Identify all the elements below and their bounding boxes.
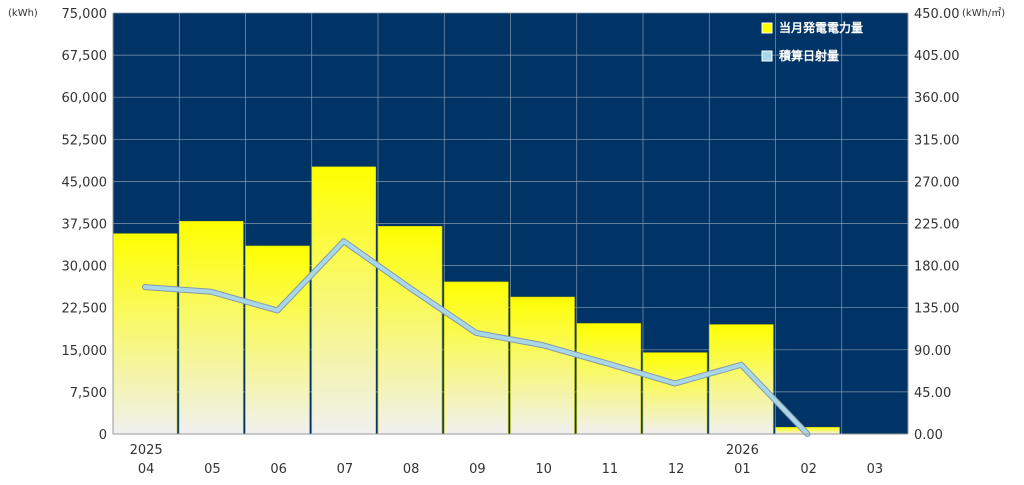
y-right-unit: (kWh/㎡) — [962, 7, 1005, 19]
y-right-tick-label: 90.00 — [914, 344, 951, 359]
line-point — [144, 286, 146, 288]
y-right-tick-label: 315.00 — [914, 133, 960, 148]
x-tick-label: 04 — [138, 462, 155, 477]
x-tick-label: 03 — [867, 462, 884, 477]
x-tick-label: 10 — [535, 462, 552, 477]
bar — [708, 324, 774, 435]
legend-label-bar: 当月発電電力量 — [779, 20, 863, 35]
legend-label-line: 積算日射量 — [778, 48, 839, 63]
x-year-label: 2025 — [130, 443, 163, 458]
line-point — [343, 240, 345, 242]
bar — [178, 220, 244, 435]
y-right-tick-label: 450.00 — [914, 7, 960, 22]
y-right-tick-label: 270.00 — [914, 175, 960, 190]
y-left-tick-label: 0 — [99, 428, 107, 443]
x-tick-label: 11 — [602, 462, 619, 477]
bar — [510, 296, 575, 435]
x-tick-label: 09 — [469, 462, 486, 477]
line-point — [740, 364, 742, 366]
line-point — [542, 344, 543, 346]
x-tick-label: 06 — [270, 462, 287, 477]
y-right-tick-label: 360.00 — [914, 91, 960, 106]
y-left-tick-label: 7,500 — [70, 386, 107, 401]
y-right-tick-label: 45.00 — [914, 386, 951, 401]
bar — [112, 233, 178, 435]
line-point — [277, 310, 278, 312]
y-right-tick-label: 180.00 — [914, 260, 960, 275]
legend-swatch-line — [761, 50, 773, 62]
y-right-tick-label: 405.00 — [914, 49, 960, 64]
bar — [311, 166, 377, 435]
line-point — [608, 363, 610, 365]
y-left-tick-label: 75,000 — [62, 7, 108, 22]
bar — [443, 281, 509, 435]
y-right-tick-label: 225.00 — [914, 218, 960, 233]
bar — [377, 226, 443, 435]
bar — [576, 323, 642, 435]
bar — [642, 352, 708, 435]
x-tick-label: 07 — [337, 462, 354, 477]
axes: (kWh) (kWh/㎡) 0 7,500 15,000 22,500 30,000 37… — [8, 7, 1005, 477]
line-point — [674, 382, 676, 384]
x-year-label: 2026 — [726, 443, 759, 458]
line-point — [210, 291, 212, 293]
x-tick-label: 02 — [800, 462, 817, 477]
y-left-tick-label: 37,500 — [62, 218, 108, 233]
bar-series — [112, 166, 840, 435]
y-left-tick-label: 60,000 — [62, 91, 108, 106]
y-left-tick-label: 22,500 — [62, 302, 108, 317]
line-series — [142, 238, 811, 437]
y-left-tick-label: 15,000 — [62, 344, 108, 359]
line-point — [475, 332, 477, 334]
legend-swatch-bar — [761, 22, 773, 34]
y-left-tick-label: 30,000 — [62, 260, 108, 275]
y-left-unit: (kWh) — [8, 8, 38, 19]
x-tick-label: 01 — [734, 462, 751, 477]
y-right-tick-label: 0.00 — [914, 428, 943, 443]
y-left-tick-label: 67,500 — [62, 49, 108, 64]
legend: 当月発電電力量 積算日射量 — [761, 20, 863, 63]
x-tick-label: 12 — [668, 462, 685, 477]
y-left-tick-label: 52,500 — [62, 133, 108, 148]
y-left-tick-label: 45,000 — [62, 175, 108, 190]
bar — [245, 245, 310, 435]
line-point — [409, 287, 411, 289]
y-right-tick-label: 135.00 — [914, 302, 960, 317]
x-tick-label: 08 — [403, 462, 420, 477]
x-tick-label: 05 — [204, 462, 221, 477]
